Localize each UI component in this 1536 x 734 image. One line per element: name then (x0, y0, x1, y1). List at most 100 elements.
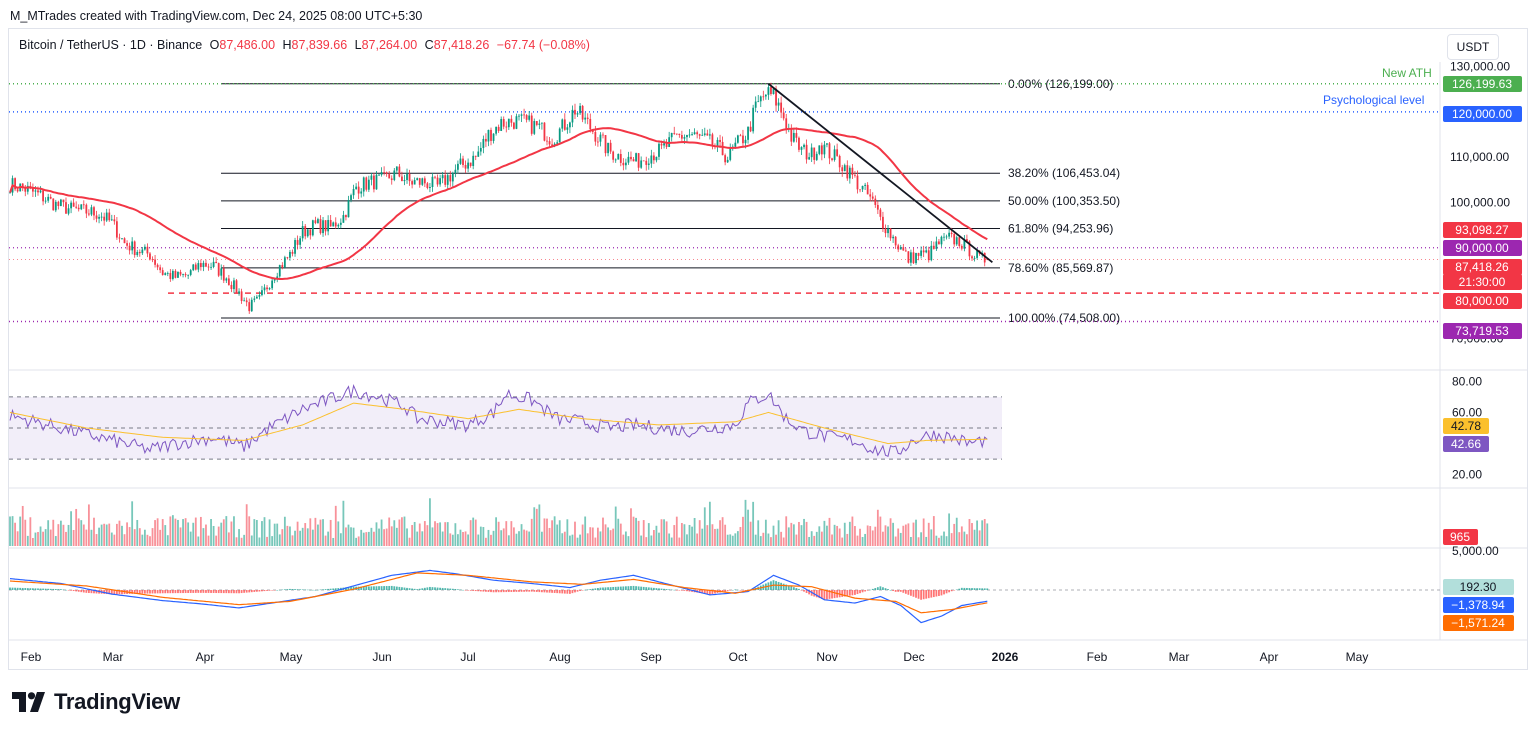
macd-histogram-bar (958, 588, 961, 590)
macd-histogram-bar (281, 589, 284, 591)
macd-histogram-bar (551, 590, 553, 593)
macd-histogram-bar (500, 590, 503, 593)
price-candle (569, 122, 571, 128)
price-candle (762, 96, 765, 98)
macd-histogram-bar (266, 590, 268, 591)
volume-bar (95, 534, 98, 546)
volume-bar (803, 518, 805, 546)
macd-histogram-bar (673, 589, 676, 591)
rsi-axis-tick: 60.00 (1452, 405, 1482, 419)
price-candle (879, 209, 882, 217)
volume-bar (490, 534, 492, 546)
macd-histogram-bar (62, 589, 65, 591)
price-candle (184, 274, 187, 276)
price-candle (899, 247, 902, 250)
price-candle (851, 167, 854, 175)
macd-histogram-bar (431, 587, 434, 590)
macd-histogram-bar (423, 587, 426, 590)
macd-histogram-bar (887, 589, 889, 590)
currency-button[interactable]: USDT (1447, 34, 1499, 60)
volume-bar (535, 508, 538, 546)
price-candle (515, 116, 518, 129)
macd-histogram-bar (966, 587, 968, 590)
price-candle (535, 121, 538, 125)
volume-bar (413, 521, 416, 546)
symbol-legend[interactable]: Bitcoin / TetherUS · 1D · Binance O87,48… (19, 38, 590, 52)
price-candle (650, 155, 653, 164)
signal-line (9, 572, 988, 614)
price-candle (207, 266, 210, 268)
fib-level-label: 78.60% (85,569.87) (1008, 261, 1113, 275)
price-candle (133, 241, 136, 256)
volume-bar (902, 525, 905, 546)
volume-bar (451, 534, 454, 546)
macd-histogram-bar (910, 590, 912, 596)
price-candle (472, 155, 475, 166)
price-candle (777, 102, 780, 106)
macd-histogram-bar (248, 590, 251, 593)
volume-bar (146, 534, 149, 546)
price-candle (255, 296, 258, 299)
volume-bar (70, 511, 72, 546)
price-candle (380, 172, 383, 175)
price-candle (833, 149, 836, 160)
macd-histogram-bar (334, 588, 337, 590)
macd-histogram-bar (726, 590, 729, 591)
macd-histogram-bar (897, 590, 900, 592)
volume-bar (151, 528, 154, 546)
volume-bar (133, 529, 136, 546)
price-candle (889, 228, 892, 239)
volume-bar (513, 527, 515, 546)
price-candle (362, 177, 365, 192)
macd-histogram-bar (350, 586, 352, 590)
macd-histogram-bar (622, 586, 625, 590)
fib-level-label: 100.00% (74,508.00) (1008, 311, 1120, 325)
volume-bar (680, 522, 683, 546)
macd-histogram-bar (222, 590, 225, 594)
macd-histogram-bar (393, 586, 396, 590)
volume-bar (691, 526, 693, 546)
volume-bar (26, 535, 29, 546)
symbol-name[interactable]: Bitcoin / TetherUS · 1D · Binance (19, 38, 203, 52)
volume-bar (986, 523, 989, 546)
volume-bar (841, 537, 844, 546)
price-candle (434, 176, 436, 178)
volume-bar (698, 520, 701, 546)
volume-bar (826, 525, 828, 546)
price-candle (805, 144, 808, 160)
price-candle (350, 195, 352, 201)
price-axis-label: 73,719.53 (1455, 324, 1509, 338)
macd-histogram-bar (787, 585, 790, 590)
volume-bar (683, 524, 686, 546)
volume-bar (398, 519, 401, 546)
macd-histogram-bar (240, 590, 243, 594)
volume-bar (968, 519, 971, 546)
price-candle (154, 259, 156, 265)
volume-bar (276, 523, 279, 546)
volume-bar (174, 518, 177, 546)
volume-bar (678, 537, 681, 546)
price-candle (72, 202, 75, 207)
price-candle (225, 278, 228, 281)
volume-bar (317, 524, 319, 546)
volume-bar (660, 519, 663, 546)
price-candle (576, 113, 579, 115)
tradingview-logo[interactable]: TradingView (12, 689, 180, 715)
price-candle (21, 183, 24, 188)
price-candle (815, 153, 818, 160)
macd-histogram-bar (9, 587, 11, 590)
macd-histogram-bar (154, 590, 156, 594)
volume-bar (591, 527, 594, 546)
macd-histogram-bar (856, 590, 859, 595)
macd-histogram-bar (225, 590, 228, 594)
price-candle (100, 216, 103, 218)
price-candle (235, 280, 238, 294)
price-candle (887, 228, 889, 234)
volume-bar (199, 516, 202, 546)
price-candle (245, 300, 248, 303)
volume-bar (192, 522, 195, 546)
price-candle (876, 204, 879, 210)
price-candle (584, 117, 587, 120)
macd-histogram-bar (785, 584, 788, 590)
